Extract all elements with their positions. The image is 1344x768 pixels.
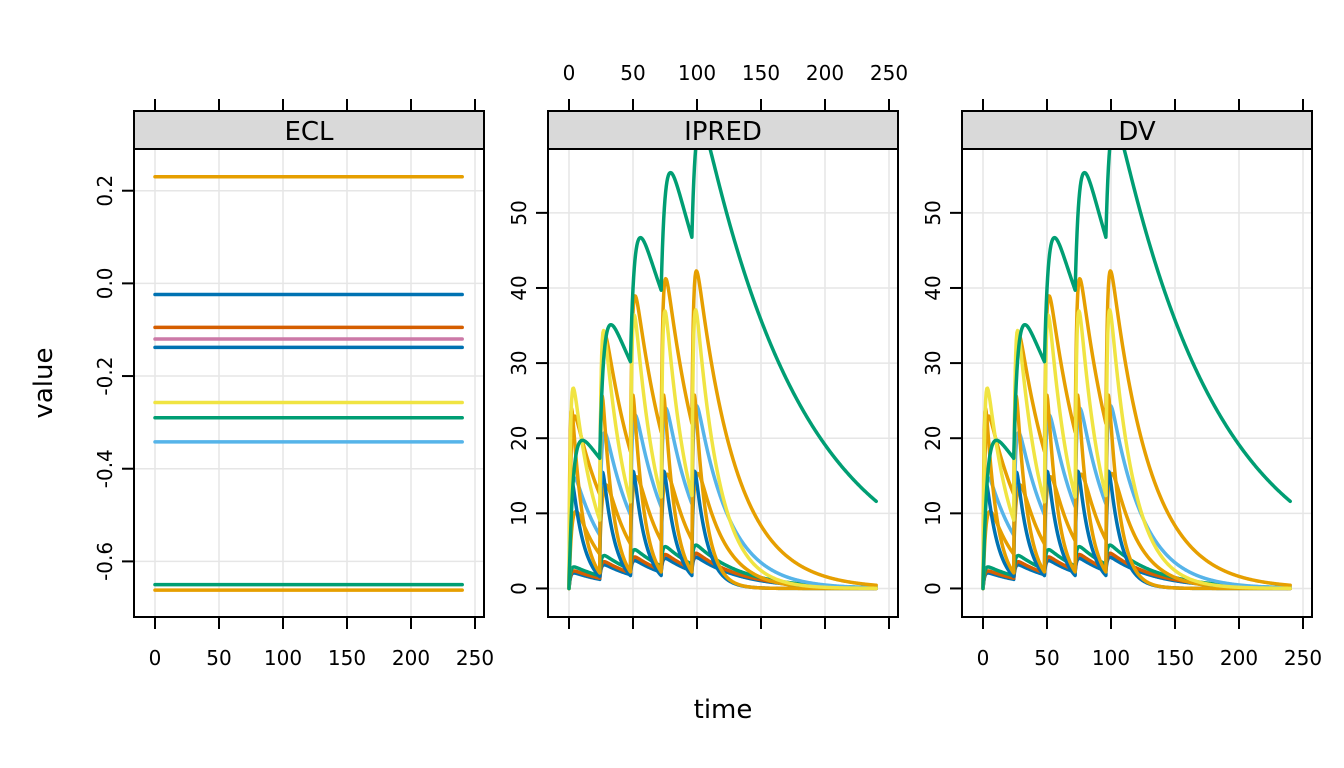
x-axis-title: time — [694, 695, 753, 725]
strip-label: IPRED — [684, 117, 762, 147]
x-tick-label-bottom: 50 — [1034, 646, 1059, 670]
y-tick-label: 50 — [921, 200, 945, 225]
y-tick-label: -0.6 — [93, 542, 117, 581]
strip-background — [547, 110, 899, 150]
strip-background — [133, 110, 485, 150]
x-tick-label-top: 150 — [742, 61, 780, 85]
x-tick-label-bottom: 100 — [264, 646, 302, 670]
series-line — [567, 308, 878, 591]
series-group — [981, 149, 1292, 591]
x-tick-label-top: 100 — [678, 61, 716, 85]
x-tick-label-bottom: 0 — [977, 646, 990, 670]
y-tick-label: 20 — [507, 425, 531, 450]
y-tick-label: 0.2 — [93, 175, 117, 207]
y-tick-label: 0 — [507, 582, 531, 595]
y-tick-label: -0.4 — [93, 449, 117, 488]
series-line — [567, 269, 878, 591]
series-line — [981, 403, 1292, 591]
x-tick-label-top: 0 — [563, 61, 576, 85]
strip-label: DV — [1118, 117, 1156, 147]
y-tick-label: 0 — [921, 582, 945, 595]
strip-background — [961, 110, 1313, 150]
x-tick-label-bottom: 150 — [1156, 646, 1194, 670]
series-group — [153, 175, 464, 592]
y-tick-label: 30 — [921, 350, 945, 375]
y-tick-label: 0.0 — [93, 267, 117, 299]
y-tick-label: 10 — [507, 501, 531, 526]
x-tick-label-bottom: 250 — [1284, 646, 1322, 670]
series-line — [567, 403, 878, 591]
strip-label: ECL — [284, 117, 334, 147]
y-tick-label: 40 — [507, 275, 531, 300]
x-tick-label-bottom: 100 — [1092, 646, 1130, 670]
x-tick-label-bottom: 50 — [206, 646, 231, 670]
series-line — [981, 149, 1292, 591]
y-axis-title: value — [29, 347, 59, 418]
y-tick-label: 50 — [507, 200, 531, 225]
y-tick-label: 30 — [507, 350, 531, 375]
x-tick-label-bottom: 200 — [1220, 646, 1258, 670]
y-tick-label: 10 — [921, 501, 945, 526]
series-line — [981, 269, 1292, 591]
panel-ecl: ECL 0 50 100 150 200 250 0.2 0.0 -0.2 -0.4 -0.6 — [93, 99, 494, 670]
series-line — [567, 149, 878, 591]
x-tick-label-bottom: 150 — [328, 646, 366, 670]
x-tick-label-bottom: 250 — [456, 646, 494, 670]
x-tick-label-bottom: 0 — [149, 646, 162, 670]
x-tick-label-top: 250 — [870, 61, 908, 85]
series-group — [567, 149, 878, 591]
y-tick-label: 40 — [921, 275, 945, 300]
y-tick-label: 20 — [921, 425, 945, 450]
y-tick-label: -0.2 — [93, 357, 117, 396]
x-tick-label-bottom: 200 — [392, 646, 430, 670]
x-tick-label-top: 50 — [620, 61, 645, 85]
panel-dv: DV 0 50 100 150 200 250 0 10 20 30 40 50 — [921, 99, 1322, 670]
x-tick-label-top: 200 — [806, 61, 844, 85]
series-line — [981, 308, 1292, 591]
panel-ipred: IPRED 0 50 100 150 200 250 0 10 20 30 40 50 — [507, 61, 908, 629]
plot-frame — [133, 148, 485, 618]
